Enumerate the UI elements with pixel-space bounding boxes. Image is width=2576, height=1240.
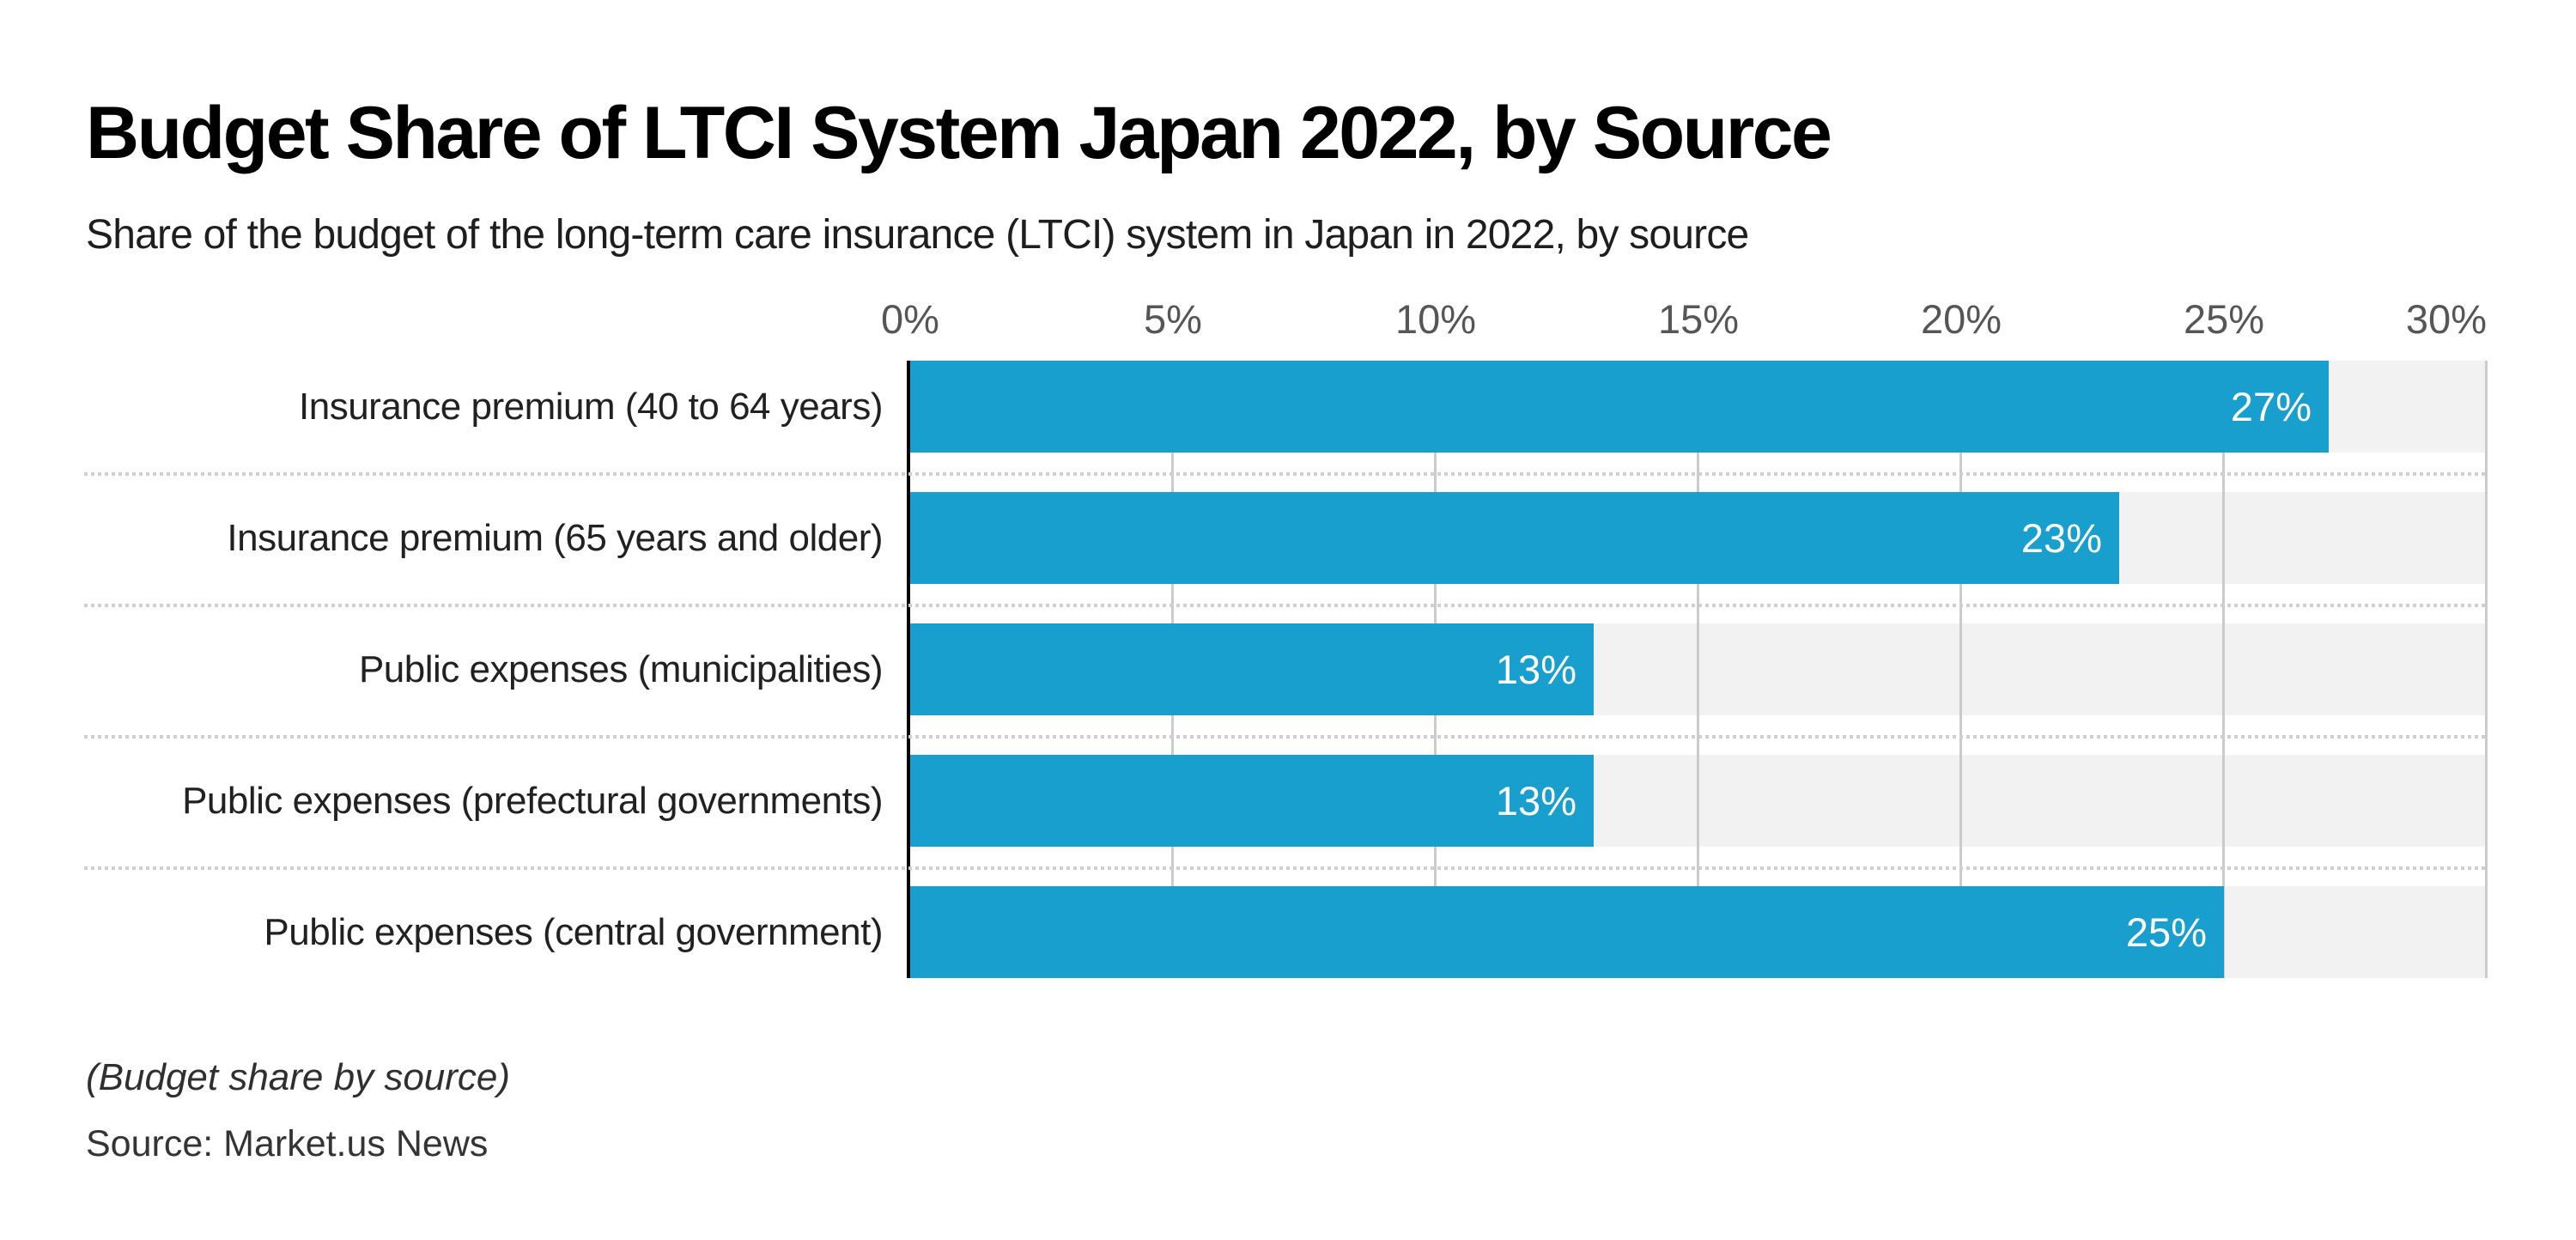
category-label: Insurance premium (40 to 64 years) [299, 385, 883, 428]
x-tick-label: 15% [1657, 296, 1740, 342]
plot-area: 27% 23% 13% 13% 25% [907, 361, 2488, 978]
row-separator-line [84, 735, 2487, 739]
x-tick-label: 10% [1394, 296, 1477, 342]
bar: 23% [910, 492, 2119, 584]
bar: 13% [910, 755, 1594, 847]
category-label: Public expenses (central government) [264, 910, 883, 953]
bar-value-label: 13% [1495, 647, 1577, 692]
chart-subtitle: Share of the budget of the long-term car… [86, 212, 1749, 258]
source-line: Source: Market.us News [86, 1123, 489, 1164]
chart-title: Budget Share of LTCI System Japan 2022, … [86, 92, 1832, 174]
x-tick-label: 25% [2183, 296, 2265, 342]
footnote: (Budget share by source) [86, 1056, 511, 1098]
bar-value-label: 23% [2020, 515, 2102, 561]
x-tick-label: 30% [2405, 296, 2487, 342]
y-axis-line [907, 361, 910, 978]
category-labels: Insurance premium (40 to 64 years) Insura… [86, 361, 883, 978]
gridline [1959, 361, 1962, 978]
bar: 27% [910, 361, 2329, 453]
x-tick-label: 20% [1920, 296, 2002, 342]
bar: 25% [910, 886, 2224, 978]
gridline [2222, 361, 2225, 978]
category-label: Insurance premium (65 years and older) [227, 516, 883, 559]
gridline [1697, 361, 1699, 978]
bar-value-label: 13% [1495, 778, 1577, 824]
bar: 13% [910, 623, 1594, 715]
row-separator-line [84, 472, 2487, 476]
row-separator-line [84, 866, 2487, 870]
x-axis-ticks: 0% 5% 10% 15% 20% 25% 30% [881, 295, 2487, 343]
x-tick-label: 0% [881, 296, 939, 342]
x-tick-label: 5% [1144, 296, 1202, 342]
gridline [2485, 361, 2488, 978]
bar-value-label: 27% [2230, 384, 2312, 429]
row-separator-line [84, 604, 2487, 607]
bar-value-label: 25% [2125, 909, 2207, 955]
category-label: Public expenses (municipalities) [358, 647, 884, 690]
category-label: Public expenses (prefectural governments… [182, 779, 883, 822]
